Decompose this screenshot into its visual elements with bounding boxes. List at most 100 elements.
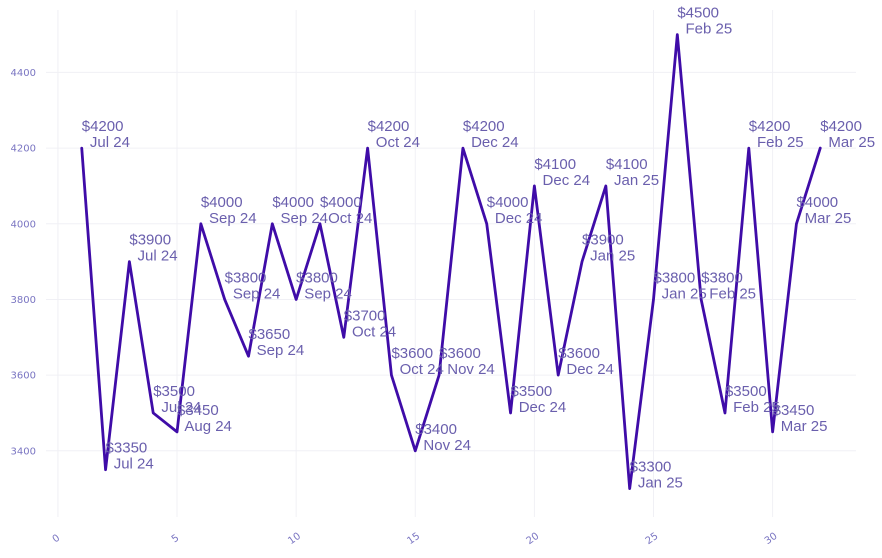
data-label: $4000 Dec 24 <box>487 194 543 227</box>
x-tick-label: 15 <box>405 531 422 547</box>
data-label: $3300 Jan 25 <box>630 459 683 492</box>
data-label: $3500 Dec 24 <box>511 383 567 416</box>
data-label: $4100 Dec 24 <box>534 156 590 189</box>
data-label-month: Jul 24 <box>133 248 177 265</box>
data-label-price: $4200 <box>463 118 505 135</box>
data-label: $3600 Dec 24 <box>558 345 614 378</box>
data-label: $3500 Jul 24 <box>153 383 201 416</box>
data-label: $3400 Nov 24 <box>415 421 471 454</box>
data-label-month: Feb 25 <box>729 399 780 416</box>
y-tick-label: 3400 <box>11 446 36 457</box>
data-label: $3700 Oct 24 <box>344 307 396 340</box>
data-label-month: Feb 25 <box>681 21 732 38</box>
data-label: $4200 Oct 24 <box>368 118 420 151</box>
data-label-month: Feb 25 <box>705 285 756 302</box>
y-tick-label: 3800 <box>11 295 36 306</box>
data-label-price: $4000 <box>272 194 314 211</box>
data-label-month: Jul 24 <box>110 456 154 473</box>
data-label-price: $4000 <box>201 194 243 211</box>
data-label-month: Jan 25 <box>610 172 659 189</box>
data-label-price: $3350 <box>106 440 148 457</box>
data-label-price: $3800 <box>225 269 267 286</box>
y-tick-label: 4400 <box>11 68 36 79</box>
data-label: $4500 Feb 25 <box>677 5 732 38</box>
data-label: $4200 Feb 25 <box>749 118 804 151</box>
data-label-month: Dec 24 <box>491 210 543 227</box>
data-label: $3450 Mar 25 <box>773 402 828 435</box>
data-label-month: Dec 24 <box>515 399 567 416</box>
data-label-month: Nov 24 <box>419 437 471 454</box>
x-tick-label: 20 <box>525 531 542 547</box>
data-label-price: $3400 <box>415 421 457 438</box>
x-tick-label: 30 <box>763 531 780 547</box>
x-tick-label: 25 <box>644 531 661 547</box>
data-label-price: $3900 <box>129 232 171 249</box>
data-label-price: $3500 <box>511 383 553 400</box>
data-label-price: $3600 <box>439 345 481 362</box>
data-label-price: $3450 <box>773 402 815 419</box>
data-label: $3900 Jul 24 <box>129 232 177 265</box>
data-label: $4100 Jan 25 <box>606 156 659 189</box>
data-label: $4200 Dec 24 <box>463 118 519 151</box>
data-label: $4200 Jul 24 <box>82 118 130 151</box>
data-label: $4200 Mar 25 <box>820 118 875 151</box>
data-label-price: $3700 <box>344 307 386 324</box>
y-tick-label: 4000 <box>11 219 36 230</box>
data-label-price: $4000 <box>796 194 838 211</box>
data-label-price: $3500 <box>153 383 195 400</box>
data-label-month: Nov 24 <box>443 361 495 378</box>
y-tick-label: 3600 <box>11 371 36 382</box>
data-label: $3900 Jan 25 <box>582 232 635 265</box>
x-tick-label: 0 <box>51 533 63 546</box>
data-label: $3600 Nov 24 <box>439 345 495 378</box>
data-label-month: Oct 24 <box>324 210 372 227</box>
data-label-month: Mar 25 <box>824 134 875 151</box>
data-label-price: $4100 <box>606 156 648 173</box>
data-label: $3800 Feb 25 <box>701 269 756 302</box>
data-label-price: $3300 <box>630 459 672 476</box>
data-label-price: $3800 <box>654 269 696 286</box>
data-label-price: $4200 <box>820 118 862 135</box>
data-label-month: Sep 24 <box>229 285 281 302</box>
y-axis-ticks: 3400 3600 3800 4000 4200 4400 <box>11 68 36 457</box>
data-label-price: $3600 <box>391 345 433 362</box>
data-label: $3450 Aug 24 <box>177 402 232 435</box>
data-label-month: Jul 24 <box>86 134 130 151</box>
data-label-price: $3650 <box>249 326 291 343</box>
data-label-price: $3800 <box>701 269 743 286</box>
data-label-month: Dec 24 <box>538 172 590 189</box>
data-label-month: Oct 24 <box>372 134 420 151</box>
y-tick-label: 4200 <box>11 144 36 155</box>
x-tick-label: 5 <box>170 533 182 546</box>
data-label-price: $3800 <box>296 269 338 286</box>
data-label-month: Oct 24 <box>348 323 396 340</box>
data-label-month: Feb 25 <box>753 134 804 151</box>
data-label: $3500 Feb 25 <box>725 383 780 416</box>
data-label-price: $4200 <box>749 118 791 135</box>
data-label-month: Jul 24 <box>157 399 201 416</box>
data-label: $3600 Oct 24 <box>391 345 443 378</box>
data-label: $3650 Sep 24 <box>249 326 305 359</box>
data-label-price: $3450 <box>177 402 219 419</box>
data-label: $4000 Oct 24 <box>320 194 372 227</box>
data-label-price: $4200 <box>82 118 124 135</box>
data-label-price: $4200 <box>368 118 410 135</box>
data-label-month: Oct 24 <box>395 361 443 378</box>
data-label-month: Jan 25 <box>658 285 707 302</box>
data-label: $3800 Jan 25 <box>654 269 707 302</box>
data-label-month: Sep 24 <box>253 342 305 359</box>
data-labels: $4200 Jul 24$3350 Jul 24$3900 Jul 24$350… <box>82 5 875 492</box>
data-label-price: $4500 <box>677 5 719 22</box>
data-label-price: $4100 <box>534 156 576 173</box>
data-label-price: $3600 <box>558 345 600 362</box>
data-label-price: $3900 <box>582 232 624 249</box>
data-label-month: Sep 24 <box>205 210 257 227</box>
data-label-month: Jan 25 <box>634 475 683 492</box>
data-label: $3800 Sep 24 <box>225 269 281 302</box>
data-label-price: $4000 <box>320 194 362 211</box>
data-label: $3350 Jul 24 <box>106 440 154 473</box>
price-series-line <box>80 33 822 491</box>
data-label: $3800 Sep 24 <box>296 269 352 302</box>
x-axis-ticks: 0 5 10 15 20 25 30 <box>51 531 780 547</box>
